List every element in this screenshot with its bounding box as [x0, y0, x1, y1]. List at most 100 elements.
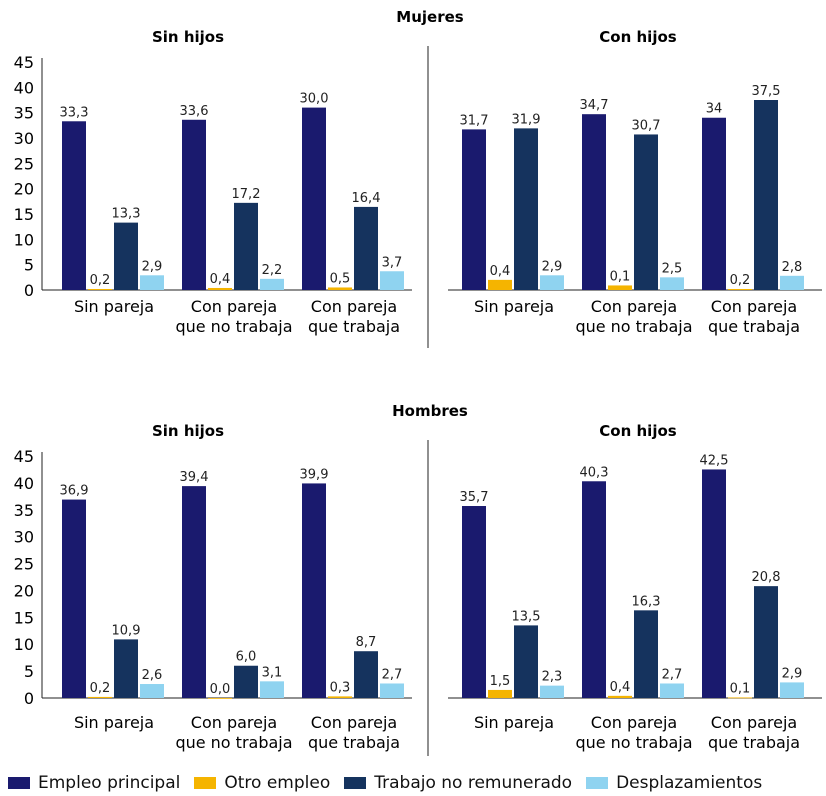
- legend-swatch: [586, 777, 609, 789]
- y-tick-label: 15: [14, 205, 34, 224]
- y-tick-label: 5: [24, 662, 34, 681]
- data-label: 2,6: [142, 668, 163, 683]
- data-label: 0,4: [610, 680, 631, 695]
- data-label: 13,3: [112, 207, 141, 222]
- bar-desplazamientos: [660, 683, 684, 698]
- bar-empleo-principal: [702, 469, 726, 698]
- legend-item-trabajo-no-remunerado: Trabajo no remunerado: [344, 773, 572, 793]
- category-label: Con pareja: [191, 297, 277, 316]
- bar-desplazamientos: [540, 275, 564, 290]
- y-tick-label: 0: [24, 689, 34, 708]
- data-label: 2,7: [662, 667, 683, 682]
- bar-desplazamientos: [260, 681, 284, 698]
- bar-otro-empleo: [328, 287, 352, 290]
- legend-swatch: [194, 777, 217, 789]
- y-tick-label: 30: [14, 528, 34, 547]
- data-label: 0,1: [610, 269, 631, 284]
- y-tick-label: 25: [14, 555, 34, 574]
- data-label: 33,3: [60, 105, 89, 120]
- category-label: Con pareja: [311, 713, 397, 732]
- bar-trabajo-no-remunerado: [754, 586, 778, 698]
- y-tick-label: 15: [14, 608, 34, 627]
- data-label: 0,4: [210, 272, 231, 287]
- bar-desplazamientos: [660, 277, 684, 290]
- bar-desplazamientos: [540, 685, 564, 698]
- bar-desplazamientos: [780, 682, 804, 698]
- category-label: que no trabaja: [175, 317, 292, 336]
- bar-empleo-principal: [462, 506, 486, 698]
- category-label: que trabaja: [308, 317, 400, 336]
- data-label: 36,9: [60, 484, 89, 499]
- panel-subtitle: Con hijos: [599, 422, 676, 440]
- data-label: 31,9: [512, 112, 541, 127]
- chart-title: Hombres: [392, 402, 468, 420]
- bar-otro-empleo: [728, 288, 752, 290]
- data-label: 3,1: [262, 665, 283, 680]
- data-label: 2,9: [542, 259, 563, 274]
- data-label: 2,8: [782, 260, 803, 275]
- y-tick-label: 20: [14, 180, 34, 199]
- category-label: Con pareja: [191, 713, 277, 732]
- category-label: Sin pareja: [474, 297, 554, 316]
- category-label: Con pareja: [311, 297, 397, 316]
- category-label: que no trabaja: [575, 733, 692, 752]
- bar-otro-empleo: [208, 698, 232, 699]
- category-label: que no trabaja: [575, 317, 692, 336]
- y-tick-label: 35: [14, 501, 34, 520]
- legend-swatch: [344, 777, 367, 789]
- data-label: 40,3: [580, 465, 609, 480]
- bar-desplazamientos: [380, 683, 404, 698]
- bar-trabajo-no-remunerado: [354, 206, 378, 290]
- bar-desplazamientos: [780, 275, 804, 290]
- panel-sin-hijos: Sin hijos 33,3 0,2 13,3 2,9 Sin pareja 33,6 0,4…: [60, 28, 404, 336]
- bar-otro-empleo: [608, 285, 632, 290]
- bar-otro-empleo: [328, 696, 352, 698]
- bar-trabajo-no-remunerado: [114, 639, 138, 698]
- data-label: 42,5: [700, 453, 729, 468]
- bar-empleo-principal: [462, 129, 486, 290]
- bar-trabajo-no-remunerado: [754, 100, 778, 290]
- y-tick-label: 20: [14, 581, 34, 600]
- panel-con-hijos: Con hijos 31,7 0,4 31,9 2,9 Sin pareja 34,7 0,1…: [460, 28, 804, 336]
- data-label: 0,2: [90, 681, 111, 696]
- bar-trabajo-no-remunerado: [634, 134, 658, 290]
- bar-otro-empleo: [488, 689, 512, 698]
- data-label: 8,7: [356, 635, 377, 650]
- y-tick-label: 25: [14, 154, 34, 173]
- data-label: 2,3: [542, 670, 563, 685]
- category-label: que no trabaja: [175, 733, 292, 752]
- data-label: 17,2: [232, 187, 261, 202]
- category-label: Sin pareja: [74, 297, 154, 316]
- legend-label: Otro empleo: [224, 773, 331, 793]
- category-label: Con pareja: [591, 297, 677, 316]
- data-label: 2,9: [142, 259, 163, 274]
- data-label: 34,7: [580, 98, 609, 113]
- bar-empleo-principal: [582, 114, 606, 290]
- bar-trabajo-no-remunerado: [234, 202, 258, 290]
- category-label: Sin pareja: [74, 713, 154, 732]
- data-label: 35,7: [460, 490, 489, 505]
- bar-otro-empleo: [608, 695, 632, 698]
- data-label: 0,4: [490, 264, 511, 279]
- data-label: 16,4: [352, 191, 381, 206]
- data-label: 39,4: [180, 470, 209, 485]
- bar-trabajo-no-remunerado: [514, 128, 538, 290]
- panel-subtitle: Sin hijos: [152, 28, 224, 46]
- legend-label: Trabajo no remunerado: [374, 773, 573, 793]
- bar-desplazamientos: [380, 271, 404, 290]
- y-tick-label: 45: [14, 53, 34, 72]
- y-tick-label: 30: [14, 129, 34, 148]
- y-tick-label: 5: [24, 256, 34, 275]
- bar-trabajo-no-remunerado: [354, 651, 378, 698]
- bar-otro-empleo: [88, 288, 112, 290]
- data-label: 2,5: [662, 261, 683, 276]
- bar-desplazamientos: [260, 278, 284, 290]
- panel-subtitle: Con hijos: [599, 28, 676, 46]
- bar-trabajo-no-remunerado: [234, 665, 258, 698]
- data-label: 2,9: [782, 666, 803, 681]
- category-label: que trabaja: [708, 317, 800, 336]
- bar-empleo-principal: [302, 107, 326, 290]
- bar-otro-empleo: [488, 279, 512, 290]
- chart-hombres: Hombres 0 5 10 15 20 25 30 35 40 45 Sin hijos 36,9 0,…: [14, 402, 822, 756]
- data-label: 0,2: [90, 273, 111, 288]
